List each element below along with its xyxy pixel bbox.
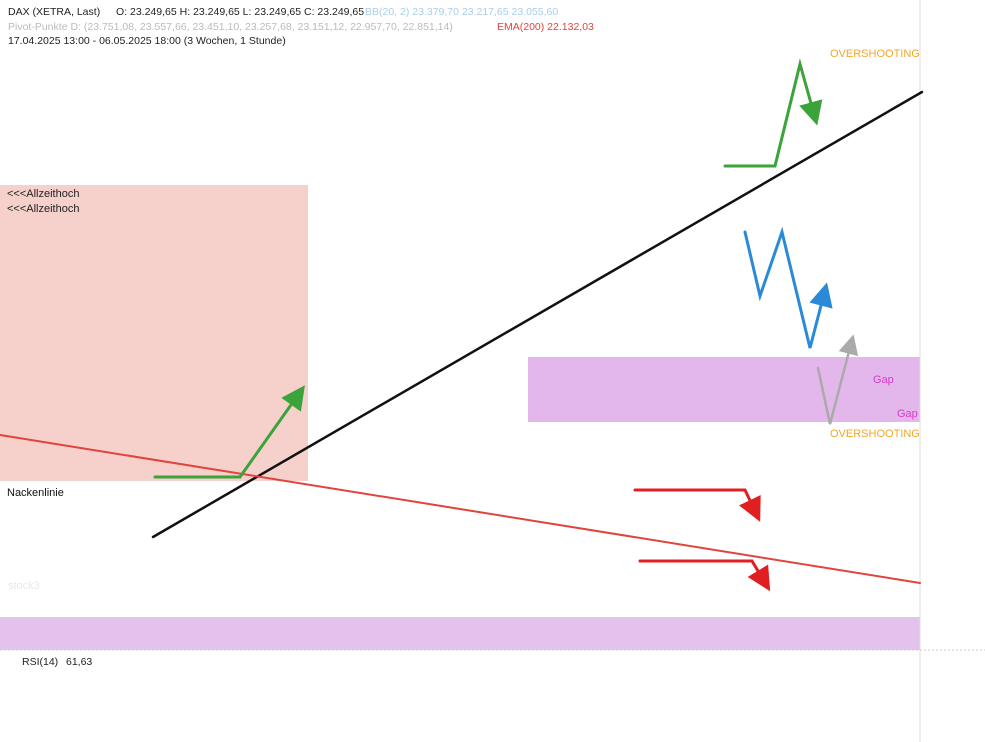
arrow [723, 58, 823, 168]
arrow [153, 385, 305, 479]
pivot-legend: Pivot-Punkte D: (23.751,08, 23.557,66, 2… [8, 21, 453, 33]
trend-line [151, 90, 924, 539]
instrument: DAX (XETRA, Last) [8, 6, 100, 18]
annotation: <<<Allzeithoch [7, 203, 79, 215]
date-range: 17.04.2025 13:00 - 06.05.2025 18:00 (3 W… [8, 35, 286, 47]
annotations: <<<Allzeithoch <<<Allzeithoch Nackenlini… [7, 48, 920, 592]
rsi-legend-value: 61,63 [66, 656, 92, 668]
arrow [816, 334, 859, 425]
annotation: Nackenlinie [7, 487, 64, 499]
drawings [0, 58, 924, 592]
ema-legend: EMA(200) 22.132,03 [497, 21, 594, 33]
annotation: OVERSHOOTING [830, 48, 920, 60]
rsi-legend: RSI(14) [22, 656, 58, 668]
annotation: OVERSHOOTING [830, 428, 920, 440]
arrow [743, 226, 833, 349]
annotation: Gap [873, 374, 894, 386]
bb-legend: BB(20, 2) 23.379,70 23.217,65 23.055,60 [365, 6, 558, 18]
zone-support [0, 617, 920, 650]
annotation: Gap [897, 408, 918, 420]
header: DAX (XETRA, Last) O: 23.249,65 H: 23.249… [8, 6, 594, 668]
zone-gap [528, 357, 920, 422]
arrow [633, 488, 761, 522]
annotation: <<<Allzeithoch [7, 188, 79, 200]
zone-ath [0, 185, 308, 481]
watermark: stock3 [8, 580, 40, 592]
ohlc: O: 23.249,65 H: 23.249,65 L: 23.249,65 C… [116, 6, 364, 18]
trend-line [0, 434, 921, 584]
arrow [638, 559, 771, 592]
